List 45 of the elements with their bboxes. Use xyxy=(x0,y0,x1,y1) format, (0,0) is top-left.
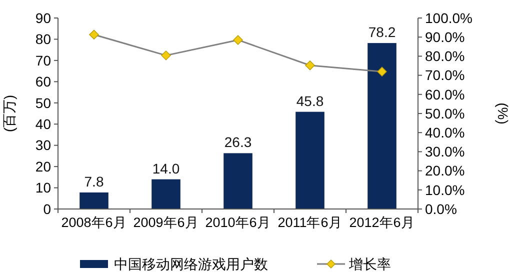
y2-tick-label: 40.0% xyxy=(425,124,465,140)
y2-tick-label: 10.0% xyxy=(425,182,465,198)
x-tick-label: 2008年6月 xyxy=(61,215,127,230)
x-tick-label: 2012年6月 xyxy=(349,215,415,230)
y2-tick-label: 70.0% xyxy=(425,67,465,84)
y2-tick-label: 90.0% xyxy=(425,29,465,45)
x-tick-label: 2011年6月 xyxy=(278,215,342,230)
x-tick-label: 2010年6月 xyxy=(205,215,271,230)
point xyxy=(89,30,99,40)
point xyxy=(233,35,243,45)
y-tick-label: 60 xyxy=(35,74,52,90)
y2-tick-label: 80.0% xyxy=(425,48,465,64)
y-axis-title: (百万) xyxy=(1,94,17,132)
y-tick-label: 20 xyxy=(35,158,52,174)
y-tick-label: 30 xyxy=(35,137,52,154)
data-label: 26.3 xyxy=(224,134,252,150)
bar xyxy=(296,112,324,209)
y2-tick-label: 100.0% xyxy=(425,10,472,26)
y-tick-label: 50 xyxy=(35,94,52,111)
legend-label: 中国移动网络游戏用户数 xyxy=(114,256,268,272)
bar xyxy=(224,153,252,209)
y2-tick-label: 20.0% xyxy=(425,162,465,179)
bar xyxy=(80,192,108,209)
y-tick-label: 0 xyxy=(43,200,52,217)
legend-label: 增长率 xyxy=(348,256,391,272)
data-label: 14.0 xyxy=(152,160,180,176)
y2-tick-label: 50.0% xyxy=(425,105,465,122)
bar xyxy=(368,43,396,209)
data-label: 7.8 xyxy=(84,173,104,190)
bar xyxy=(152,179,180,209)
y-tick-label: 90 xyxy=(35,10,52,26)
y-tick-label: 10 xyxy=(35,180,52,196)
data-label: 45.8 xyxy=(296,92,324,109)
y-tick-label: 80 xyxy=(35,31,52,48)
data-label: 78.2 xyxy=(368,24,396,40)
y-tick-label: 40 xyxy=(35,116,52,132)
point xyxy=(377,66,387,77)
y2-tick-label: 60.0% xyxy=(425,86,465,102)
y2-tick-label: 0.0% xyxy=(425,200,457,217)
x-tick-label: 2009年6月 xyxy=(133,215,199,230)
point xyxy=(305,60,315,70)
point xyxy=(161,50,171,60)
y2-tick-label: 30.0% xyxy=(425,144,465,160)
y-tick-label: 70 xyxy=(35,52,52,68)
y2-axis-title: (%) xyxy=(495,102,510,124)
